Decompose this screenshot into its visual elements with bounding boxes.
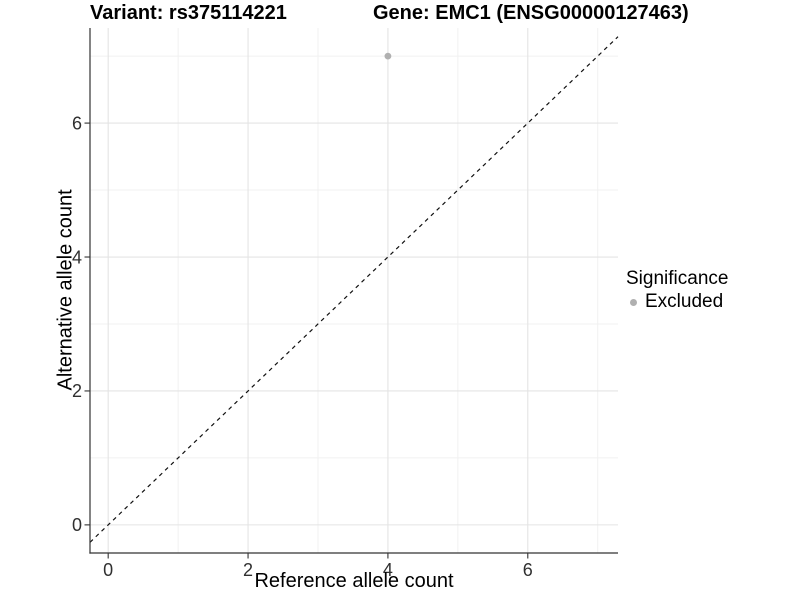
plot-title-gene: Gene: EMC1 (ENSG00000127463) <box>373 2 689 24</box>
x-tick-label: 0 <box>103 560 113 580</box>
y-tick-label: 6 <box>72 113 82 133</box>
identity-dashed-line <box>89 36 619 543</box>
data-point <box>384 52 392 60</box>
legend-item-label: Excluded <box>645 291 724 312</box>
y-tick-label: 4 <box>72 247 82 267</box>
legend-point-icon <box>630 298 637 306</box>
plot-title-variant: Variant: rs375114221 <box>90 2 287 24</box>
legend-item-excluded: Excluded <box>626 291 728 313</box>
x-tick-label: 4 <box>383 560 393 580</box>
x-tick-label: 2 <box>243 560 253 580</box>
x-axis-title: Reference allele count <box>254 570 454 592</box>
legend-title: Significance <box>626 268 729 289</box>
y-axis-title: Alternative allele count <box>54 189 77 391</box>
x-tick-label: 6 <box>523 560 533 580</box>
y-tick-label: 0 <box>72 515 82 535</box>
y-tick-label: 2 <box>72 381 82 401</box>
legend: Significance Excluded <box>626 268 728 313</box>
